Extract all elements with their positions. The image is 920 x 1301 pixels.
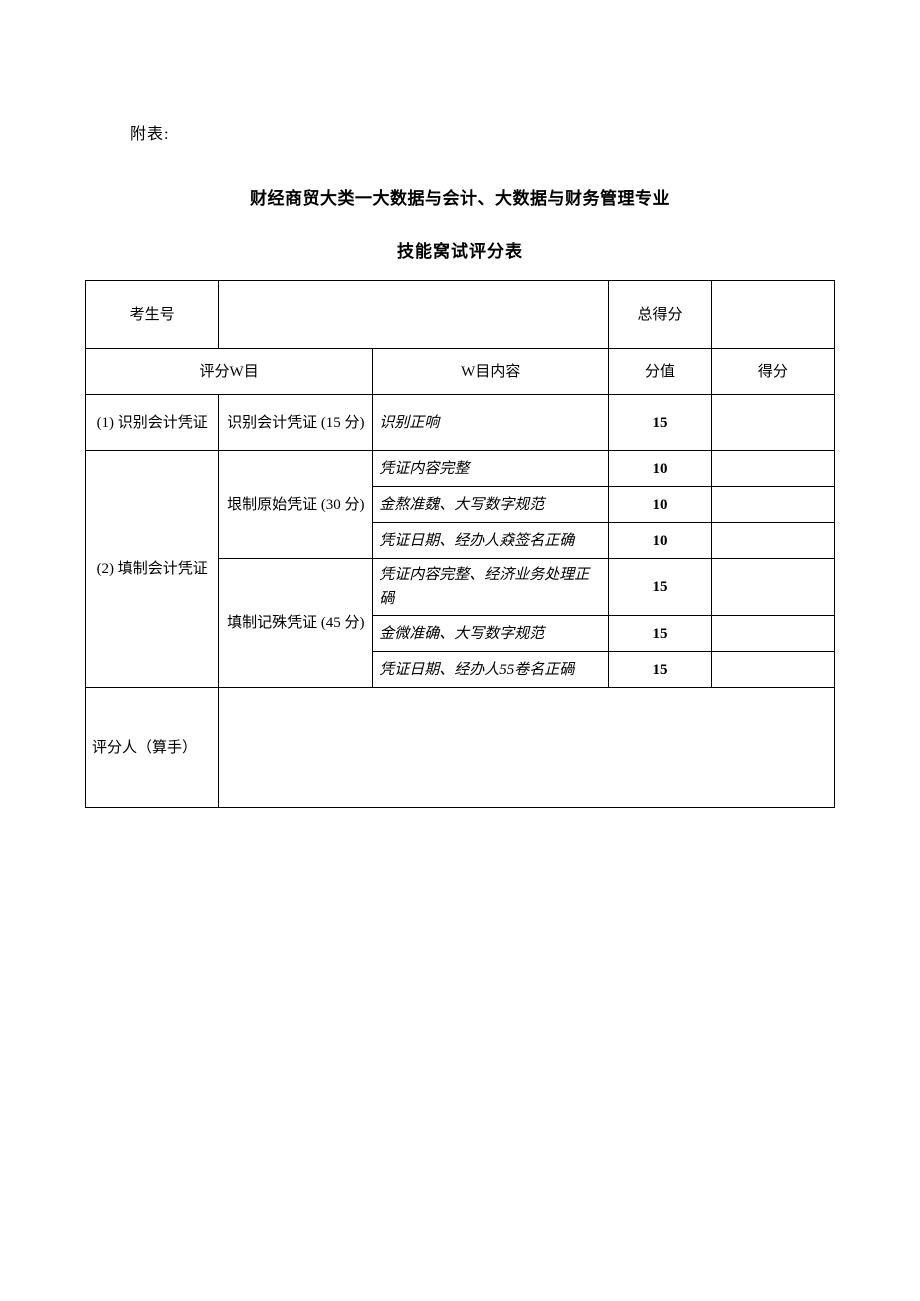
title-line2: 技能窝试评分表 [85, 237, 835, 262]
candidate-row: 考生号 总得分 [86, 281, 835, 349]
section1-sub1-row1-content: 识别正响 [373, 407, 608, 439]
section2-sub2-label: 填制记殊凭证 (45 分) [219, 607, 372, 639]
section2-sub1-row3-points: 10 [609, 525, 711, 557]
section2-sub2-row3-content: 凭证日期、经办人55卷名正碢 [373, 654, 608, 686]
section2-sub2-row3-points: 15 [609, 654, 711, 686]
section2-sub1-row1-content: 凭证内容完整 [373, 453, 608, 485]
col-header-item: 评分W目 [86, 356, 372, 388]
section1-group-label: (1) 识别会计凭证 [86, 407, 218, 439]
scorer-label: 评分人（算手） [86, 732, 218, 764]
section2-sub1-row2-content: 金熬准魏、大写数字规范 [373, 489, 608, 521]
table-row: (2) 填制会计凭证 垠制原始凭证 (30 分) 凭证内容完整 10 [86, 451, 835, 487]
section2-sub1-row1-points: 10 [609, 453, 711, 485]
section2-group-label: (2) 填制会计凭证 [86, 553, 218, 585]
prefix-label: 附表: [130, 120, 835, 144]
section2-sub1-row2-points: 10 [609, 489, 711, 521]
section2-sub2-row1-content: 凭证内容完整、经济业务处理正碢 [373, 559, 608, 615]
section2-sub1-row1-score [712, 465, 834, 473]
col-header-score: 得分 [712, 356, 834, 388]
section2-sub2-row1-points: 15 [609, 571, 711, 603]
section2-sub1-row3-score [712, 537, 834, 545]
total-score-value [712, 311, 834, 319]
col-header-points: 分值 [609, 356, 711, 388]
section2-sub1-label: 垠制原始凭证 (30 分) [219, 489, 372, 521]
section2-sub2-row2-content: 金微准确、大写数字规范 [373, 618, 608, 650]
section2-sub2-row1-score [712, 583, 834, 591]
section2-sub1-row2-score [712, 501, 834, 509]
section1-sub1-row1-score [712, 419, 834, 427]
candidate-no-label: 考生号 [86, 299, 218, 331]
scorer-row: 评分人（算手） [86, 688, 835, 808]
title-line1: 财经商贸大类一大数据与会计、大数据与财务管理专业 [85, 184, 835, 209]
page-container: 附表: 财经商贸大类一大数据与会计、大数据与财务管理专业 技能窝试评分表 考生号… [0, 0, 920, 888]
candidate-no-value [219, 311, 608, 319]
section2-sub2-row2-points: 15 [609, 618, 711, 650]
section1-sub1-row1-points: 15 [609, 407, 711, 439]
header-row: 评分W目 W目内容 分值 得分 [86, 349, 835, 395]
table-row: (1) 识别会计凭证 识别会计凭证 (15 分) 识别正响 15 [86, 395, 835, 451]
section2-sub1-row3-content: 凭证日期、经办人猋签名正确 [373, 525, 608, 557]
section1-sub1-label: 识别会计凭证 (15 分) [219, 407, 372, 439]
total-score-label: 总得分 [609, 299, 711, 331]
score-table: 考生号 总得分 评分W目 W目内容 分值 得分 (1) 识别会计凭证 识别会计凭… [85, 280, 835, 808]
section2-sub2-row2-score [712, 630, 834, 638]
col-header-content: W目内容 [373, 356, 608, 388]
section2-sub2-row3-score [712, 666, 834, 674]
scorer-value [219, 744, 834, 752]
